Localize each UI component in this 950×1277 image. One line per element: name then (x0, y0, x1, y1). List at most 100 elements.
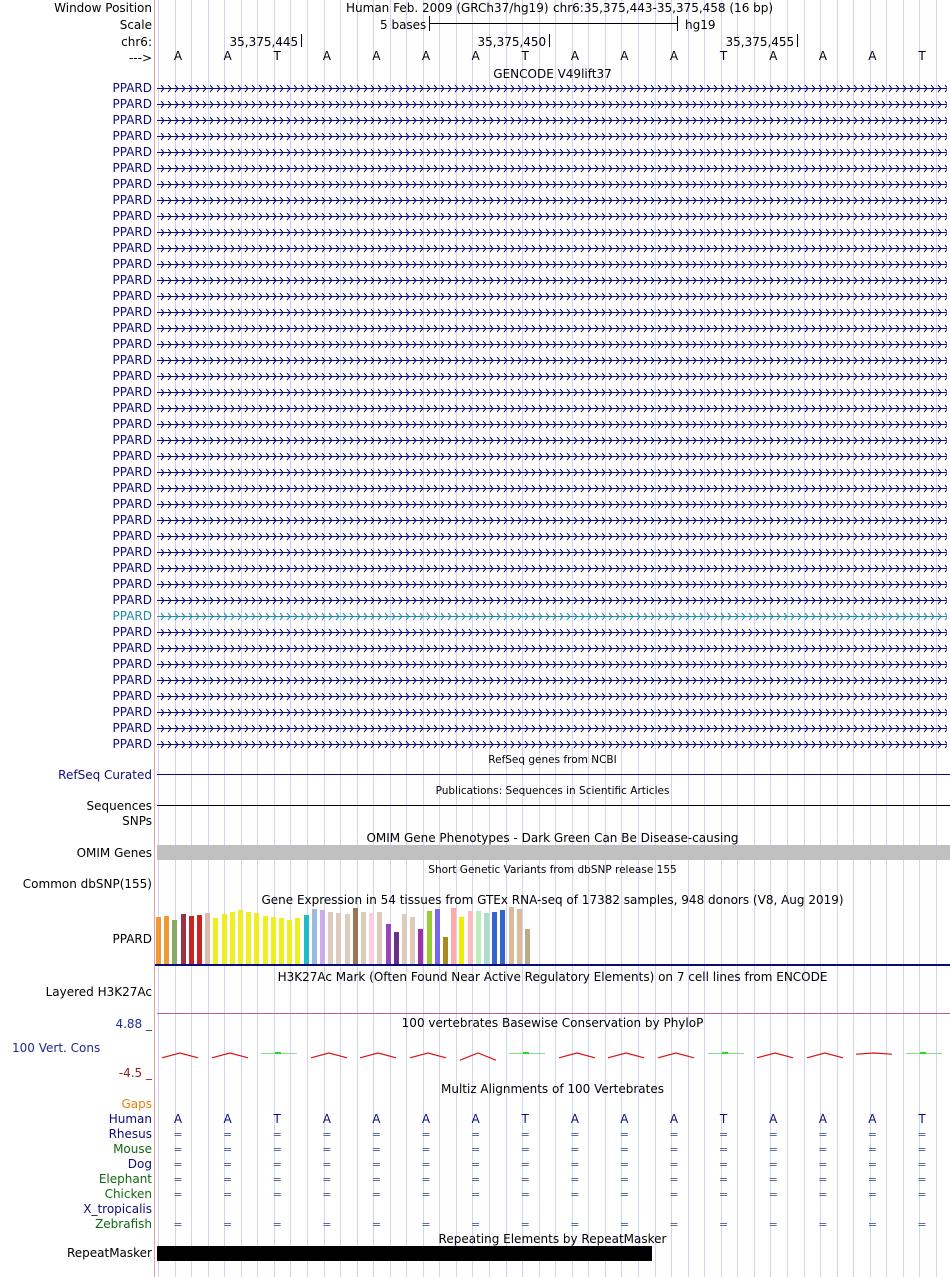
gencode-transcript[interactable] (157, 338, 949, 351)
repeatmasker-label[interactable]: RepeatMasker (66, 1246, 152, 1260)
gencode-gene-label[interactable]: PPARD (112, 497, 153, 511)
gencode-transcript[interactable] (157, 706, 949, 719)
gencode-gene-label[interactable]: PPARD (112, 257, 153, 271)
gtex-tissue-bar[interactable] (270, 917, 276, 964)
gtex-bar-chart[interactable] (155, 905, 655, 964)
gencode-transcript[interactable] (157, 130, 949, 143)
dbsnp-track-title[interactable]: Short Genetic Variants from dbSNP releas… (428, 864, 677, 876)
gencode-transcript[interactable] (157, 514, 949, 527)
gencode-gene-label[interactable]: PPARD (112, 593, 153, 607)
repeatmasker-track-title[interactable]: Repeating Elements by RepeatMasker (438, 1232, 667, 1246)
multiz-species-label[interactable]: X_tropicalis (83, 1202, 152, 1216)
gencode-gene-label[interactable]: PPARD (112, 113, 153, 127)
gencode-gene-label[interactable]: PPARD (112, 129, 153, 143)
gencode-gene-label[interactable]: PPARD (112, 177, 153, 191)
multiz-species-label[interactable]: Mouse (113, 1142, 152, 1156)
omim-feature[interactable] (157, 845, 950, 860)
gencode-gene-label[interactable]: PPARD (112, 97, 153, 111)
gencode-transcript[interactable] (157, 690, 949, 703)
gencode-transcript[interactable] (157, 450, 949, 463)
phylop-score-mark[interactable] (160, 1050, 200, 1064)
gencode-gene-label[interactable]: PPARD (112, 289, 153, 303)
omim-track-title[interactable]: OMIM Gene Phenotypes - Dark Green Can Be… (366, 831, 739, 845)
gtex-tissue-bar[interactable] (385, 924, 391, 964)
multiz-species-label[interactable]: Chicken (104, 1187, 152, 1201)
gencode-transcript[interactable] (157, 642, 949, 655)
gencode-transcript[interactable] (157, 242, 949, 255)
gencode-transcript[interactable] (157, 322, 949, 335)
gencode-gene-label[interactable]: PPARD (112, 737, 153, 751)
gtex-tissue-bar[interactable] (295, 918, 301, 964)
gtex-tissue-bar[interactable] (434, 909, 440, 964)
gtex-tissue-bar[interactable] (246, 911, 252, 964)
gencode-transcript[interactable] (157, 162, 949, 175)
gencode-transcript[interactable] (157, 530, 949, 543)
gencode-transcript[interactable] (157, 434, 949, 447)
gencode-transcript[interactable] (157, 194, 949, 207)
dbsnp-label[interactable]: Common dbSNP(155) (22, 877, 152, 891)
gtex-tissue-bar[interactable] (320, 910, 325, 964)
gencode-transcript[interactable] (157, 466, 949, 479)
gencode-gene-label[interactable]: PPARD (112, 529, 153, 543)
gencode-transcript[interactable] (157, 82, 949, 95)
gtex-tissue-bar[interactable] (508, 907, 514, 964)
gtex-tissue-bar[interactable] (344, 913, 350, 964)
gencode-gene-label[interactable]: PPARD (112, 241, 153, 255)
gencode-transcript[interactable] (157, 674, 949, 687)
gencode-transcript[interactable] (157, 482, 949, 495)
gencode-transcript[interactable] (157, 402, 949, 415)
gtex-tissue-bar[interactable] (287, 919, 293, 964)
gencode-transcript[interactable] (157, 386, 949, 399)
phylop-score-mark[interactable] (805, 1050, 845, 1064)
phylop-score-mark[interactable] (606, 1050, 646, 1064)
gencode-gene-label[interactable]: PPARD (112, 81, 153, 95)
multiz-track-title[interactable]: Multiz Alignments of 100 Vertebrates (440, 1082, 665, 1096)
phylop-score-mark[interactable] (656, 1050, 696, 1064)
gtex-tissue-bar[interactable] (451, 908, 457, 964)
gtex-tissue-bar[interactable] (328, 911, 334, 964)
phylop-track-title[interactable]: 100 vertebrates Basewise Conservation by… (401, 1016, 704, 1030)
gtex-tissue-bar[interactable] (467, 911, 473, 964)
gtex-tissue-bar[interactable] (311, 909, 317, 964)
gencode-transcript[interactable] (157, 114, 949, 127)
gencode-transcript[interactable] (157, 98, 949, 111)
gtex-tissue-bar[interactable] (459, 917, 465, 964)
gencode-gene-label[interactable]: PPARD (112, 369, 153, 383)
gtex-tissue-bar[interactable] (443, 936, 448, 964)
gtex-track-title[interactable]: Gene Expression in 54 tissues from GTEx … (261, 893, 844, 907)
gencode-gene-label[interactable]: PPARD (112, 705, 153, 719)
gencode-transcript[interactable] (157, 210, 949, 223)
gencode-gene-label[interactable]: PPARD (112, 321, 153, 335)
gencode-transcript[interactable] (157, 178, 949, 191)
phylop-score-mark[interactable] (358, 1050, 398, 1064)
gencode-gene-label[interactable]: PPARD (112, 641, 153, 655)
omim-label[interactable]: OMIM Genes (76, 846, 152, 860)
gtex-tissue-bar[interactable] (156, 917, 161, 964)
gtex-tissue-bar[interactable] (402, 913, 407, 964)
refseq-line[interactable] (157, 774, 950, 775)
gencode-transcript[interactable] (157, 594, 949, 607)
gencode-transcript[interactable] (157, 146, 949, 159)
gtex-tissue-bar[interactable] (500, 910, 506, 964)
gencode-transcript[interactable] (157, 498, 949, 511)
snps-label[interactable]: SNPs (122, 814, 152, 828)
gencode-gene-label[interactable]: PPARD (112, 721, 153, 735)
gtex-tissue-bar[interactable] (475, 911, 481, 964)
gtex-tissue-bar[interactable] (213, 918, 219, 964)
gtex-tissue-bar[interactable] (303, 914, 309, 964)
gencode-gene-label[interactable]: PPARD (112, 337, 153, 351)
gencode-gene-label[interactable]: PPARD (112, 385, 153, 399)
gtex-tissue-bar[interactable] (229, 911, 235, 964)
gtex-tissue-bar[interactable] (164, 915, 170, 964)
gencode-transcript[interactable] (157, 258, 949, 271)
multiz-species-label[interactable]: Elephant (98, 1172, 152, 1186)
gencode-transcript[interactable] (157, 290, 949, 303)
sequences-label[interactable]: Sequences (86, 799, 152, 813)
repeatmasker-feature[interactable] (157, 1246, 652, 1261)
gtex-tissue-bar[interactable] (221, 913, 227, 964)
gencode-transcript[interactable] (157, 610, 949, 623)
gtex-tissue-bar[interactable] (352, 908, 358, 964)
gtex-tissue-bar[interactable] (188, 916, 194, 964)
gencode-gene-label[interactable]: PPARD (112, 689, 153, 703)
phylop-score-mark[interactable] (557, 1050, 597, 1064)
